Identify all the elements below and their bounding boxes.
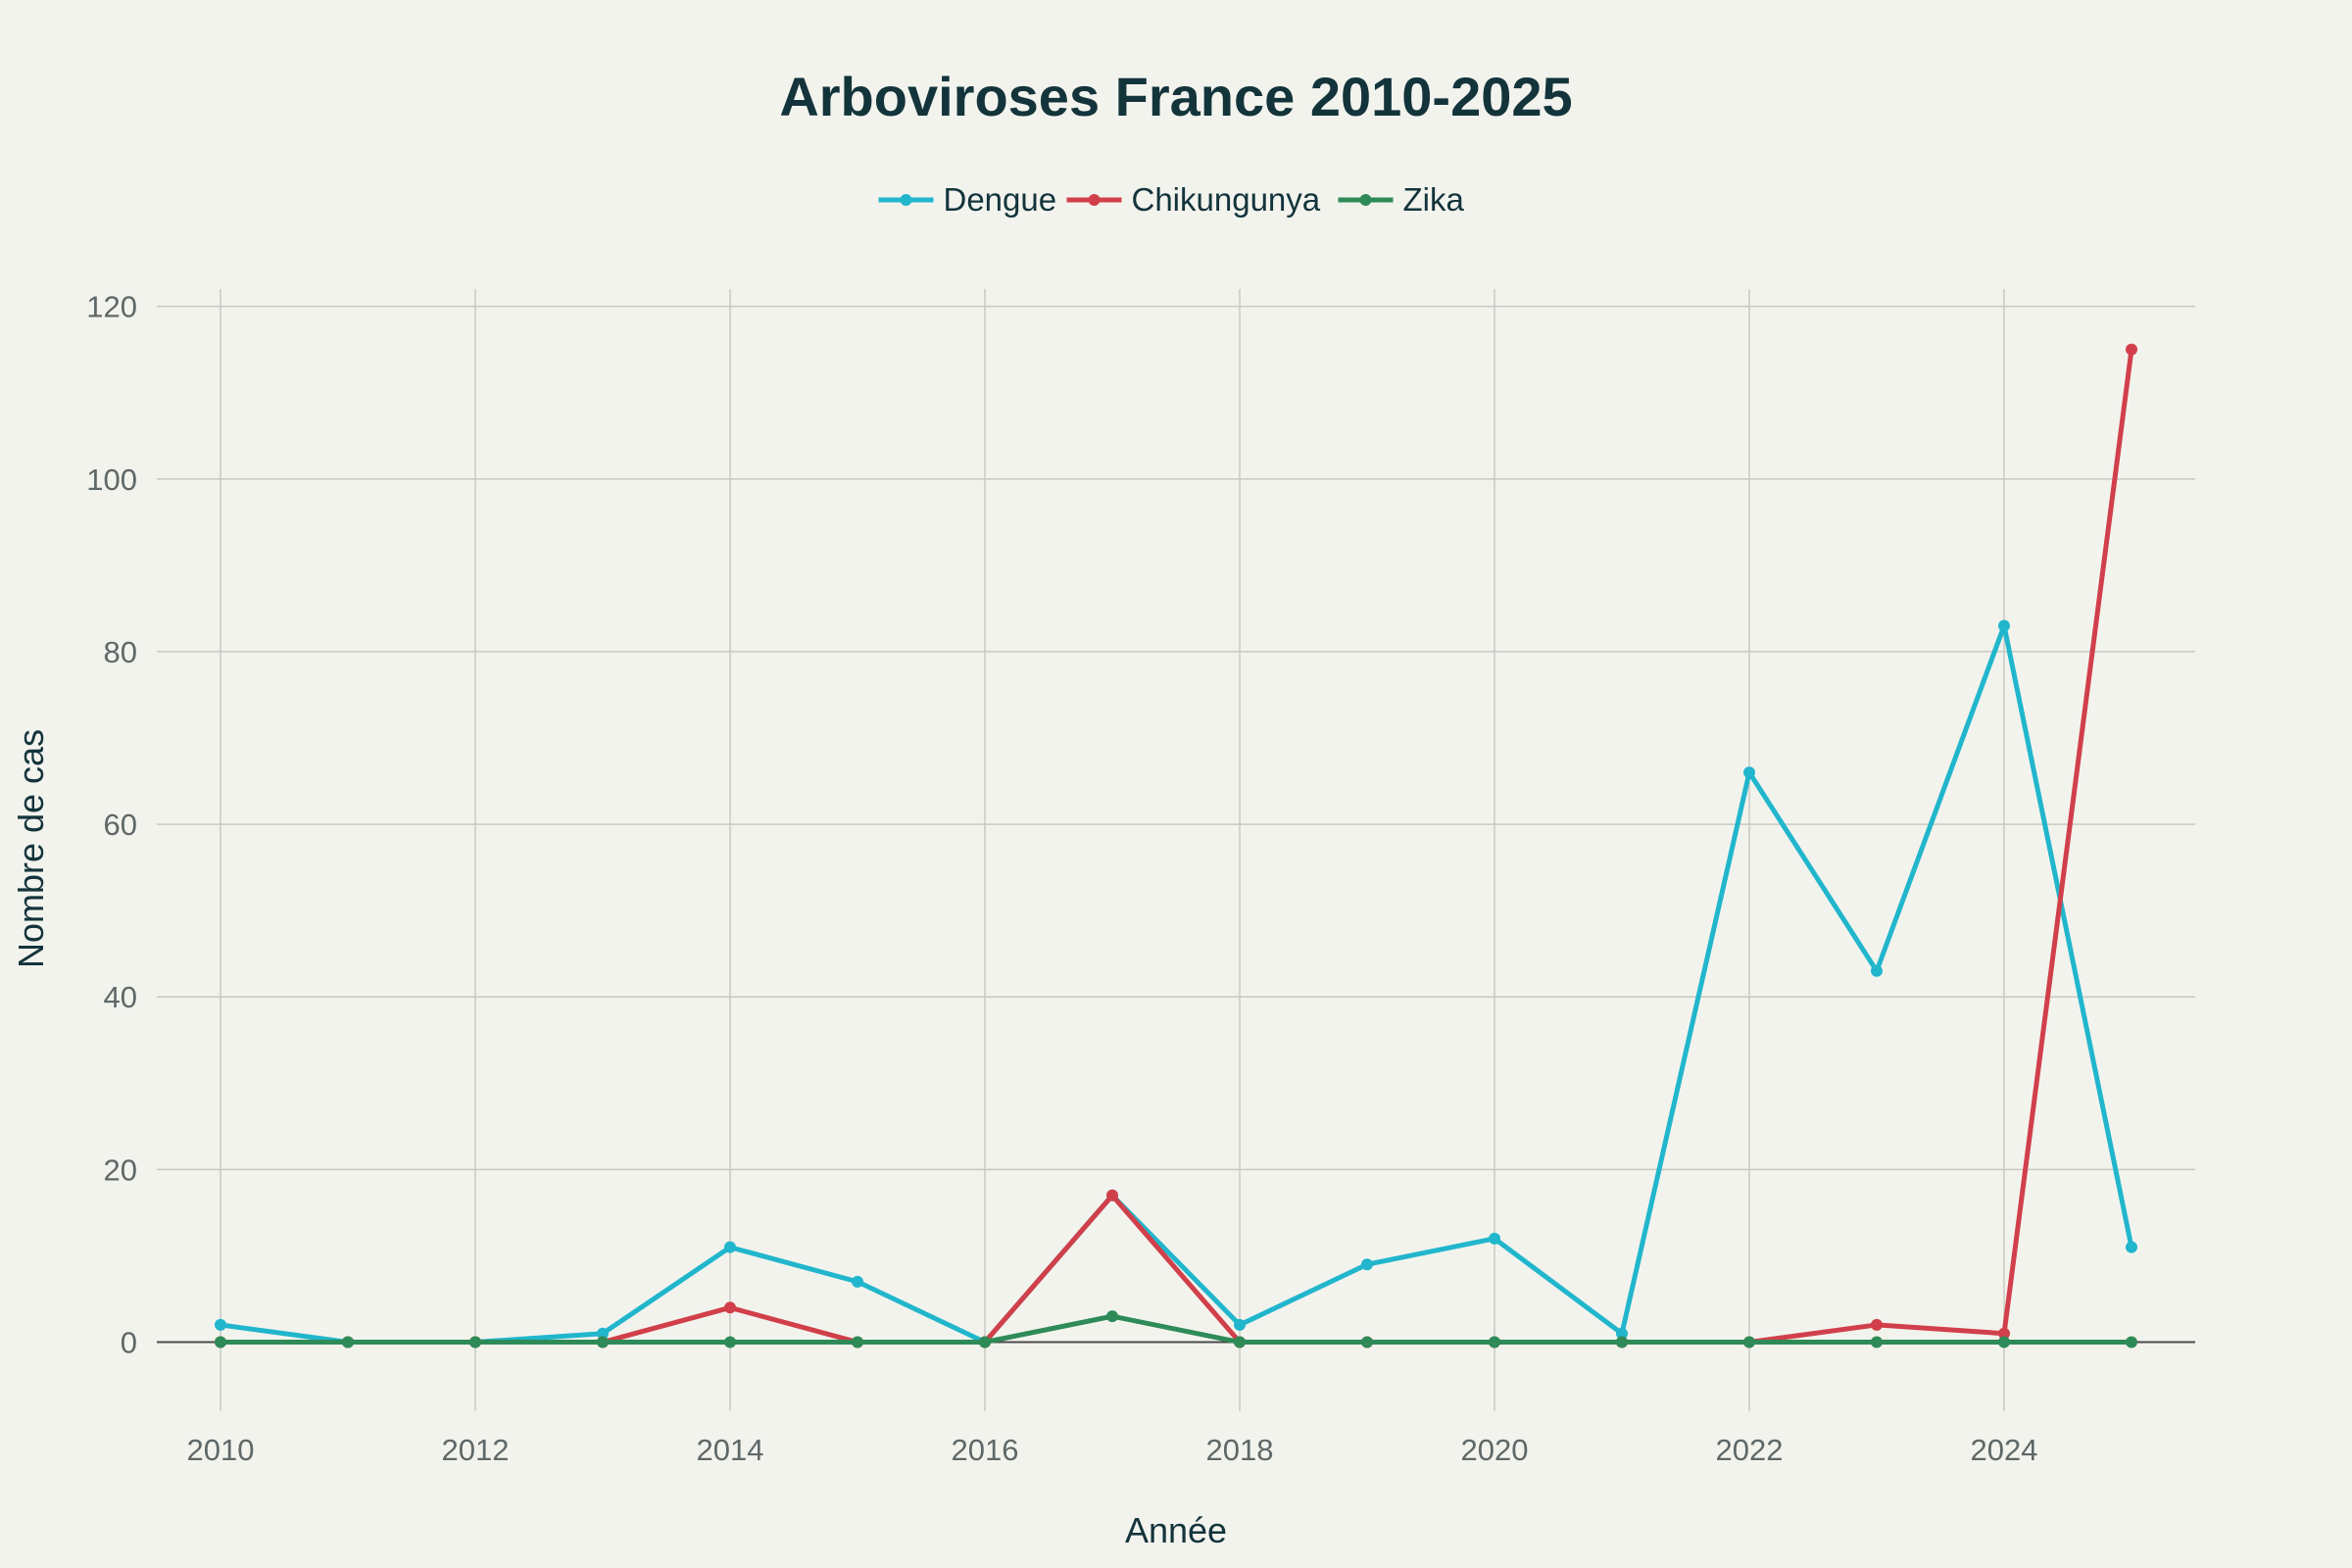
data-point — [1616, 1327, 1628, 1340]
legend-label: Chikungunya — [1132, 181, 1321, 218]
data-point — [1871, 964, 1883, 977]
data-point — [597, 1327, 609, 1340]
data-point — [724, 1241, 736, 1253]
data-point — [852, 1275, 863, 1288]
data-point — [2126, 343, 2137, 356]
series-dengue — [215, 619, 2137, 1348]
y-tick-label: 100 — [86, 463, 137, 497]
chart-title: Arboviroses France 2010-2025 — [779, 66, 1572, 127]
data-point — [1361, 1258, 1373, 1271]
data-point — [1361, 1336, 1373, 1348]
data-point — [1743, 766, 1755, 779]
data-point — [1871, 1318, 1883, 1331]
data-point — [1106, 1189, 1118, 1201]
series-chikungunya — [215, 343, 2137, 1348]
x-tick-label: 2018 — [1206, 1433, 1274, 1467]
x-tick-label: 2012 — [442, 1433, 510, 1467]
series-layer — [215, 343, 2137, 1348]
y-tick-label: 80 — [104, 635, 137, 669]
series-line — [218, 1313, 2134, 1346]
x-axis-title: Année — [1125, 1510, 1227, 1550]
data-point — [1998, 619, 2010, 632]
y-tick-label: 120 — [86, 290, 137, 324]
x-tick-label: 2020 — [1461, 1433, 1529, 1467]
data-point — [852, 1336, 863, 1348]
legend-label: Dengue — [944, 181, 1057, 218]
data-point — [724, 1301, 736, 1314]
y-tick-label: 40 — [104, 980, 137, 1014]
data-point — [342, 1336, 354, 1348]
data-point — [215, 1318, 226, 1331]
data-point — [1871, 1336, 1883, 1348]
legend-item-chikungunya[interactable]: Chikungunya — [1066, 181, 1321, 218]
legend: Dengue Chikungunya Zika — [878, 181, 1465, 218]
data-point — [1234, 1336, 1246, 1348]
data-point — [1998, 1327, 2010, 1340]
data-point — [724, 1336, 736, 1348]
data-point — [1234, 1318, 1246, 1331]
data-point — [1616, 1336, 1628, 1348]
x-tick-label: 2014 — [697, 1433, 764, 1467]
data-point — [1489, 1232, 1500, 1245]
data-point — [215, 1336, 226, 1348]
tick-labels: 2010 2012 2014 2016 2018 2020 2022 2024 0 20 40 60 8… — [86, 290, 2037, 1467]
data-point — [979, 1336, 991, 1348]
x-tick-label: 2016 — [952, 1433, 1019, 1467]
y-axis-title: Nombre de cas — [11, 729, 51, 968]
data-point — [2126, 1336, 2137, 1348]
x-tick-label: 2024 — [1971, 1433, 2038, 1467]
data-point — [2126, 1241, 2137, 1253]
grid — [157, 289, 2195, 1411]
x-tick-label: 2022 — [1716, 1433, 1784, 1467]
legend-marker — [900, 194, 912, 206]
legend-item-dengue[interactable]: Dengue — [878, 181, 1057, 218]
data-point — [1998, 1336, 2010, 1348]
series-line — [218, 347, 2134, 1346]
series-line — [218, 623, 2134, 1346]
legend-label: Zika — [1403, 181, 1465, 218]
legend-marker — [1359, 194, 1372, 206]
y-tick-label: 60 — [104, 808, 137, 842]
data-point — [1489, 1336, 1500, 1348]
legend-item-zika[interactable]: Zika — [1338, 181, 1465, 218]
y-tick-label: 20 — [104, 1152, 137, 1187]
y-tick-label: 0 — [121, 1326, 137, 1360]
data-point — [469, 1336, 481, 1348]
legend-marker — [1088, 194, 1101, 206]
data-point — [597, 1336, 609, 1348]
data-point — [1743, 1336, 1755, 1348]
data-point — [1106, 1310, 1118, 1323]
x-tick-label: 2010 — [187, 1433, 255, 1467]
series-zika — [215, 1310, 2137, 1348]
